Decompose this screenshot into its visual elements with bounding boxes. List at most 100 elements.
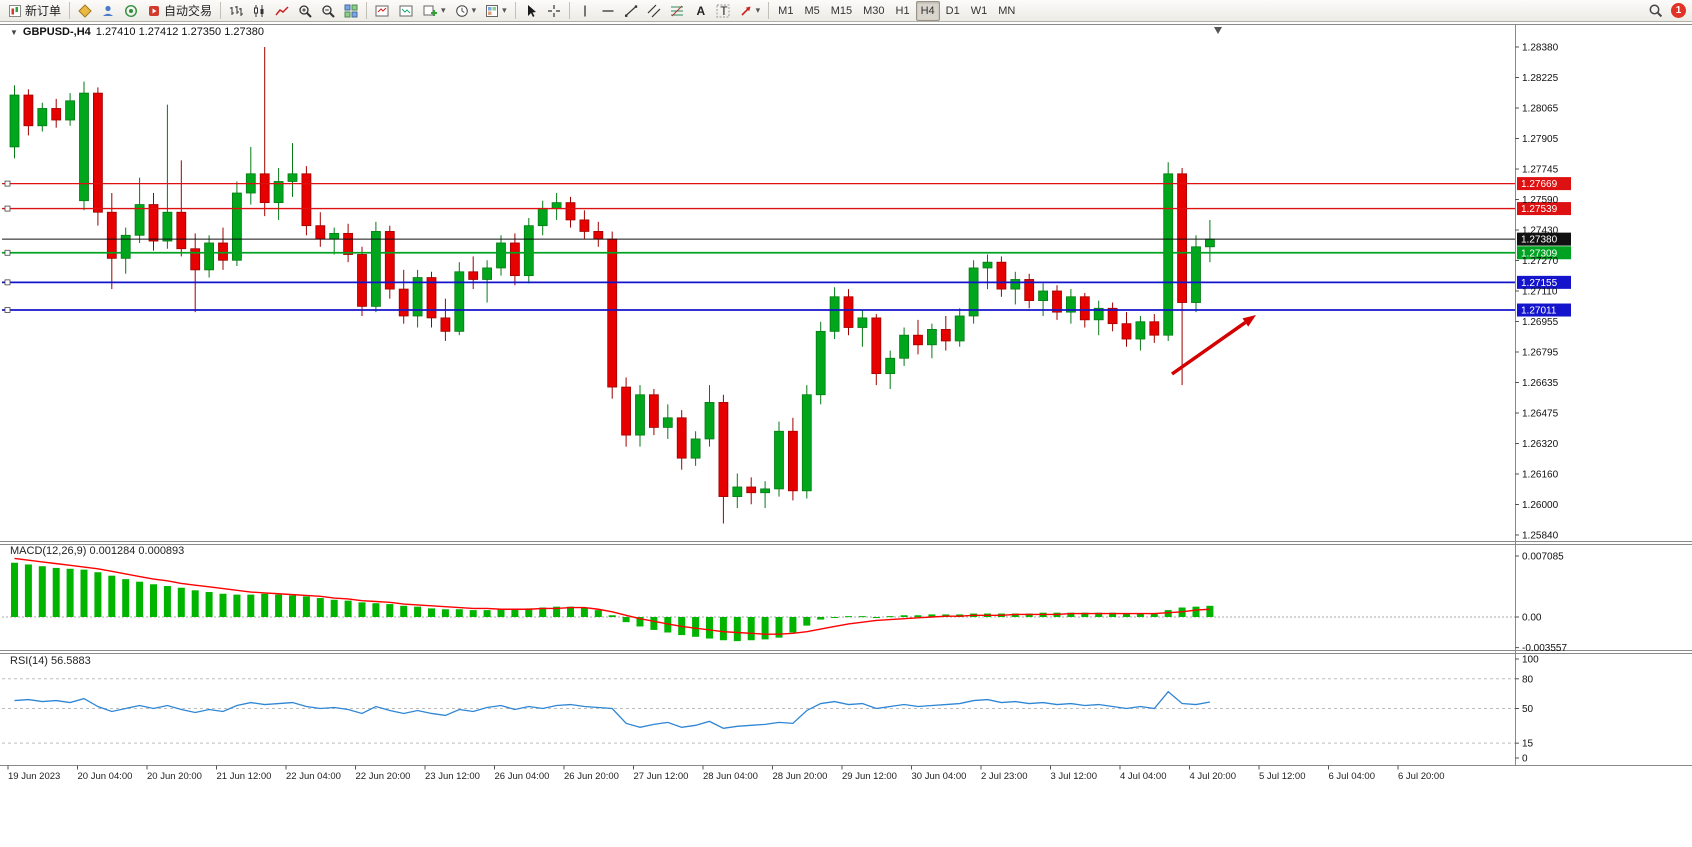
timeframe-h1[interactable]: H1 [891,1,915,21]
svg-text:23 Jun 12:00: 23 Jun 12:00 [425,771,480,782]
candle [204,242,215,271]
fibonacci-icon [670,5,683,16]
candle [1093,307,1104,321]
timeframe-toolbar: M1 M5 M15 M30 H1 H4 D1 W1 MN [773,0,1020,21]
candle [190,248,201,271]
annotation-arrow[interactable] [1170,315,1256,376]
candle [523,225,534,277]
arrange-button[interactable] [395,1,418,21]
candle [579,219,590,232]
chart-shift-marker[interactable] [1214,27,1222,34]
indicators-button[interactable] [371,1,394,21]
svg-text:1.28065: 1.28065 [1522,104,1559,115]
svg-text:1.27270: 1.27270 [1522,256,1559,267]
line-handle[interactable] [4,180,11,187]
new-chart-dropdown[interactable]: ▾ [419,1,450,21]
text-button[interactable]: A [689,1,711,21]
svg-text:1.27745: 1.27745 [1522,165,1559,176]
crosshair-button[interactable] [543,1,565,21]
period-dropdown[interactable]: ▾ [451,1,481,21]
profile-button[interactable] [97,1,119,21]
text-icon: A [696,4,705,18]
zoom-in-button[interactable] [294,1,316,21]
chevron-down-icon: ▾ [441,5,446,15]
candle [857,317,868,328]
timeframe-m15[interactable]: M15 [826,1,857,21]
line-handle[interactable] [4,279,11,286]
fibonacci-button[interactable] [666,1,688,21]
candle [315,225,326,240]
svg-text:1.27110: 1.27110 [1522,287,1558,298]
price-tag [1517,275,1571,289]
svg-text:1.27590: 1.27590 [1522,195,1559,206]
new-order-label: 新订单 [25,4,62,18]
candle [676,417,687,459]
zoom-in-icon [299,4,312,18]
line-handle[interactable] [4,249,11,256]
text-label-button[interactable]: T [712,1,734,21]
candle [509,242,520,277]
candle [1121,323,1132,340]
svg-text:1.27309: 1.27309 [1521,248,1558,259]
clock-icon [455,4,468,17]
svg-text:1.26795: 1.26795 [1522,348,1559,359]
line-chart-button[interactable] [271,1,293,21]
candle [1038,290,1048,302]
timeframe-h4[interactable]: H4 [915,0,940,21]
line-handle[interactable] [4,307,11,313]
candle [23,94,34,127]
svg-text:80: 80 [1522,674,1534,685]
chart-canvas[interactable]: 1.27669 1.27539 1.27380 1.27309 1.27155 1.270… [0,22,1692,847]
notification-badge[interactable]: 1 [1671,3,1686,18]
charts-button[interactable] [74,1,96,21]
candle [565,202,576,221]
candle [551,202,562,209]
svg-text:6 Jul 04:00: 6 Jul 04:00 [1329,771,1375,782]
svg-text:1.27430: 1.27430 [1522,226,1559,237]
tile-windows-button[interactable] [340,1,362,21]
horizontal-line-button[interactable] [597,1,619,21]
zoom-out-button[interactable] [317,1,339,21]
svg-text:1.26955: 1.26955 [1522,317,1559,328]
candle [412,277,423,317]
channel-button[interactable] [643,1,665,21]
timeframe-w1[interactable]: W1 [966,1,993,21]
template-icon [486,4,499,17]
candle [287,173,298,182]
toolbar-separator [366,2,368,19]
bar-chart-button[interactable] [225,1,247,21]
search-button[interactable] [1644,1,1667,21]
candlestick-chart-button[interactable] [248,1,270,21]
price-axis[interactable]: 1.28380 1.28225 1.28065 1.27905 1.27745 1.275… [1515,43,1559,542]
svg-text:T: T [720,4,728,18]
candle [370,231,381,307]
candle [468,271,479,280]
price-tag [1517,246,1571,260]
trendline-button[interactable] [620,1,642,21]
candle [134,204,145,236]
price-tag [1517,303,1571,317]
market-watch-button[interactable] [120,1,142,21]
timeframe-m1[interactable]: M1 [773,1,798,21]
candle [885,357,896,375]
auto-trading-button[interactable]: 自动交易 [143,1,216,21]
timeframe-m30[interactable]: M30 [858,1,889,21]
timeframe-m5[interactable]: M5 [799,1,824,21]
cursor-button[interactable] [520,1,542,21]
candle [899,334,909,359]
arrows-dropdown[interactable]: ▾ [735,1,765,21]
new-order-button[interactable]: 新订单 [4,1,65,21]
line-handle[interactable] [4,205,11,212]
time-axis[interactable]: 19 Jun 2023 20 Jun 04:00 20 Jun 20:00 21 Ju… [7,765,1444,783]
svg-text:20 Jun 04:00: 20 Jun 04:00 [78,771,133,782]
svg-text:1.26160: 1.26160 [1522,470,1559,481]
template-dropdown[interactable]: ▾ [481,1,511,21]
candle [79,92,89,202]
candle [954,315,965,342]
timeframe-mn[interactable]: MN [993,1,1020,21]
vertical-line-button[interactable] [574,1,596,21]
svg-text:15: 15 [1522,739,1534,750]
candle [774,430,784,490]
timeframe-d1[interactable]: D1 [941,1,965,21]
svg-text:1.27539: 1.27539 [1521,204,1558,215]
